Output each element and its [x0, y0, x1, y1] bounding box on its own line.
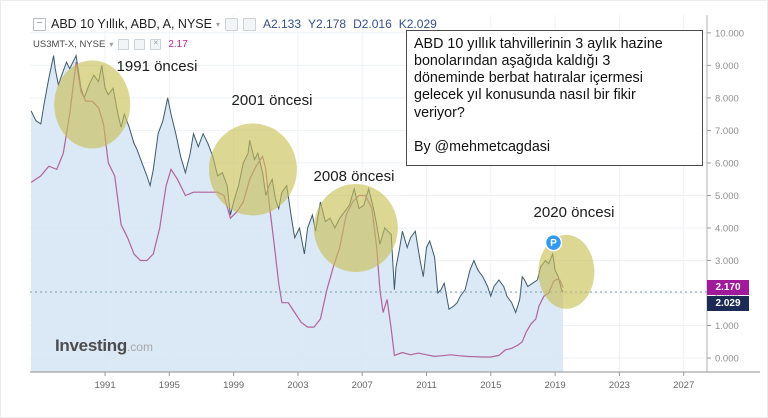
watermark-brand: Investing	[55, 336, 127, 355]
x-tick-label: 2007	[352, 380, 373, 391]
watermark-suffix: .com	[126, 340, 153, 354]
eye-icon[interactable]	[118, 39, 130, 50]
x-tick-label: 1991	[94, 380, 115, 391]
close-value: K2.029	[398, 17, 437, 31]
x-tick-label: 2027	[673, 380, 694, 391]
publication-marker-label: P	[550, 238, 557, 249]
x-tick-label: 1999	[223, 380, 244, 391]
annotation-label-2008[interactable]: 2008 öncesi	[314, 168, 395, 185]
chevron-down-icon[interactable]: ▾	[109, 40, 114, 49]
highlight-circle-2008[interactable]	[313, 183, 398, 272]
y-tick-label: 10.000	[715, 28, 744, 39]
publication-marker[interactable]	[544, 233, 563, 252]
compare-symbol-value: 2.17	[168, 39, 188, 50]
settings-icon[interactable]	[242, 17, 256, 31]
annotation-label-2020[interactable]: 2020 öncesi	[534, 204, 615, 221]
time-scale[interactable]	[30, 372, 707, 400]
y-tick-label: 7.000	[715, 126, 739, 137]
highlight-circle-2020[interactable]	[538, 234, 595, 309]
x-tick-label: 2011	[416, 380, 436, 391]
settings-icon[interactable]	[134, 39, 146, 50]
y-tick-label: 5.000	[715, 191, 739, 202]
y-tick-label: 4.000	[715, 223, 739, 234]
time-scale-labels: 1991 1995 1999 2003 2007 2011 2015 2019 2023 2027	[94, 372, 694, 391]
x-tick-label: 2023	[609, 380, 630, 391]
legend-compare-row: US3MT-X, NYSE ▾ ✕ 2.17	[33, 39, 188, 50]
y-tick-label: 9.000	[715, 61, 739, 72]
legend-collapse-icon[interactable]: −	[33, 17, 46, 31]
series-area-us10y[interactable]	[31, 55, 564, 372]
x-tick-label: 2003	[287, 380, 308, 391]
legend-main-row: − ABD 10 Yıllık, ABD, A, NYSE ▾ A2.133 Y…	[33, 17, 437, 31]
highlight-circle-1991[interactable]	[54, 60, 131, 149]
x-tick-label: 2019	[545, 380, 566, 391]
annotation-label-2001[interactable]: 2001 öncesi	[232, 92, 313, 109]
symbol-title[interactable]: ABD 10 Yıllık, ABD, A, NYSE	[51, 17, 212, 31]
highlight-circle-2001[interactable]	[208, 123, 297, 216]
low-value: D2.016	[353, 17, 392, 31]
y-tick-label: 0.000	[715, 354, 739, 365]
x-tick-label: 2015	[480, 380, 501, 391]
y-tick-label: 3.000	[715, 256, 739, 267]
chevron-down-icon[interactable]: ▾	[215, 19, 220, 29]
price-tag-us10y: 2.029	[707, 296, 749, 311]
annotation-label-1991[interactable]: 1991 öncesi	[117, 58, 198, 75]
y-tick-label: 8.000	[715, 93, 739, 104]
y-tick-label: 1.000	[715, 321, 739, 332]
compare-symbol-title[interactable]: US3MT-X, NYSE	[33, 39, 106, 50]
close-icon[interactable]: ✕	[150, 39, 162, 50]
series-line-us3m[interactable]	[30, 62, 564, 358]
y-tick-label: 6.000	[715, 158, 739, 169]
open-value: A2.133	[262, 17, 302, 31]
eye-icon[interactable]	[224, 17, 238, 31]
price-scale[interactable]	[707, 15, 768, 372]
investing-watermark: Investing.com	[55, 336, 153, 356]
x-tick-label: 1995	[159, 380, 180, 391]
price-tag-us3m: 2.170	[707, 280, 749, 295]
note-box[interactable]: ABD 10 yıllık tahvillerinin 3 aylık hazi…	[406, 30, 703, 167]
high-value: Y2.178	[308, 17, 347, 31]
